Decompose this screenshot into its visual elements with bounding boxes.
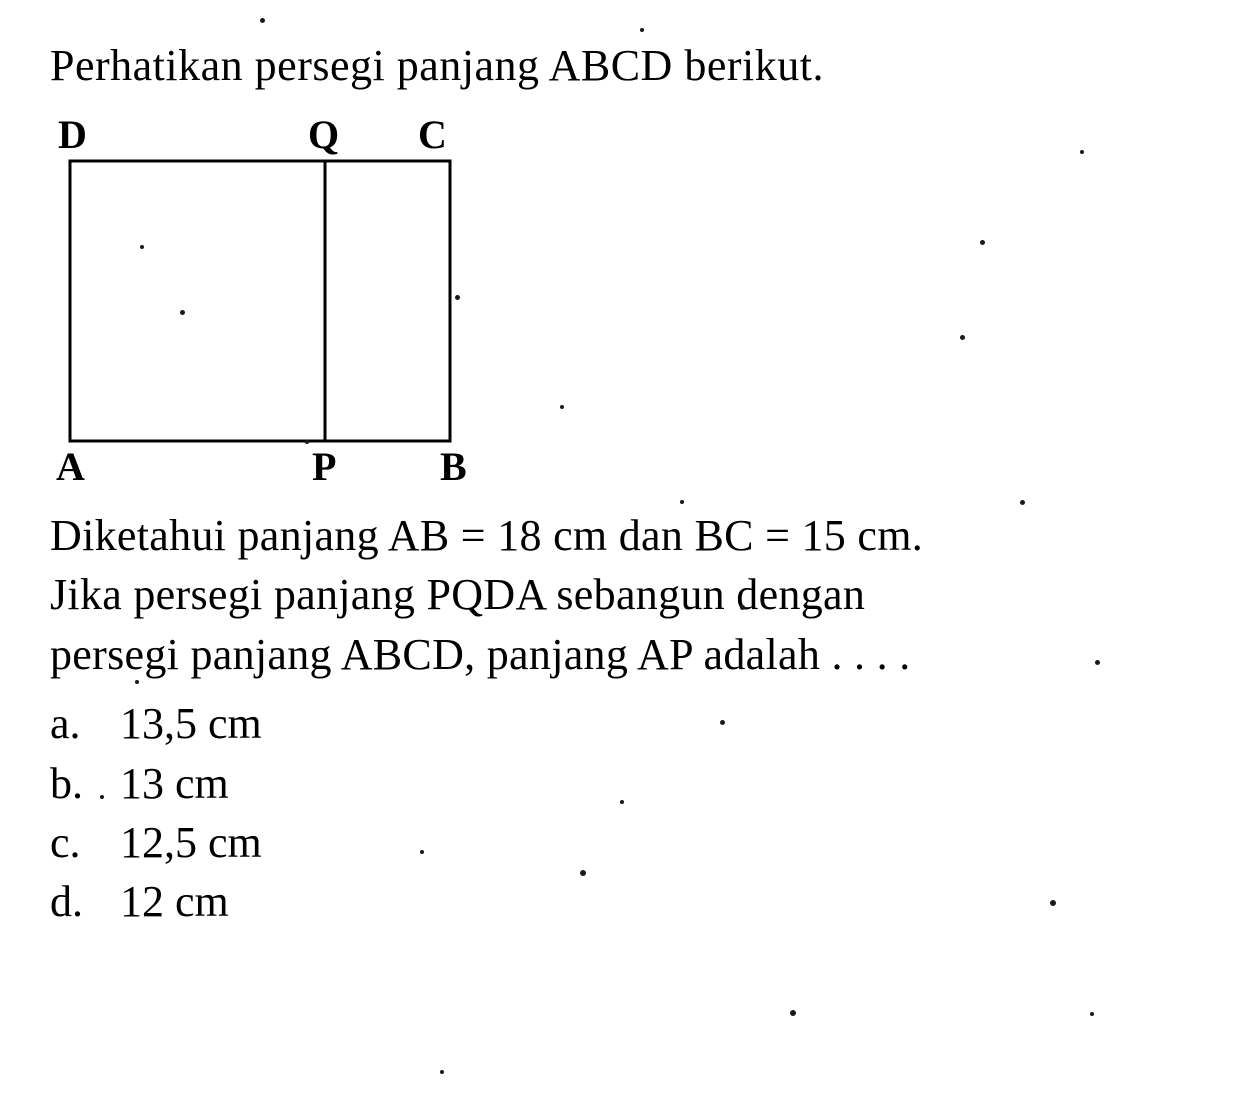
noise-dot (580, 870, 586, 876)
option-a-letter: a. (50, 694, 120, 753)
noise-dot (100, 795, 104, 799)
noise-dot (980, 240, 985, 245)
question-line-2: Jika persegi panjang PQDA sebangun denga… (50, 565, 1187, 624)
option-d-text: 12 cm (120, 872, 229, 931)
option-c-letter: c. (50, 813, 120, 872)
noise-dot (680, 500, 684, 504)
noise-dot (960, 335, 965, 340)
noise-dot (455, 295, 460, 300)
noise-dot (560, 405, 564, 409)
option-c-text: 12,5 cm (120, 813, 262, 872)
noise-dot (620, 800, 624, 804)
vertex-label-p: P (312, 443, 336, 490)
vertex-label-b: B (440, 443, 467, 490)
option-b-text: 13 cm (120, 754, 229, 813)
noise-dot (440, 1070, 444, 1074)
noise-dot (180, 310, 185, 315)
option-d: d. 12 cm (50, 872, 1187, 931)
geometry-diagram: D Q C A P B (50, 111, 490, 491)
option-c: c. 12,5 cm (50, 813, 1187, 872)
noise-dot (720, 720, 725, 725)
noise-dot (305, 440, 309, 444)
option-d-letter: d. (50, 872, 120, 931)
question-line-3: persegi panjang ABCD, panjang AP adalah … (50, 625, 1187, 684)
noise-dot (1080, 150, 1084, 154)
noise-dot (135, 680, 139, 684)
noise-dot (1050, 900, 1056, 906)
prompt-text: Perhatikan persegi panjang ABCD berikut. (50, 40, 1187, 91)
vertex-label-q: Q (308, 111, 339, 158)
rect-abcd (70, 161, 450, 441)
noise-dot (260, 18, 265, 23)
noise-dot (1090, 1012, 1094, 1016)
noise-dot (640, 28, 644, 32)
noise-dot (1020, 500, 1025, 505)
vertex-label-a: A (56, 443, 85, 490)
noise-dot (420, 850, 424, 854)
options-list: a. 13,5 cm b. 13 cm c. 12,5 cm d. 12 cm (50, 694, 1187, 932)
option-b: b. 13 cm (50, 754, 1187, 813)
option-a-text: 13,5 cm (120, 694, 262, 753)
noise-dot (1095, 660, 1100, 665)
noise-dot (740, 605, 745, 610)
vertex-label-d: D (58, 111, 87, 158)
question-body: Diketahui panjang AB = 18 cm dan BC = 15… (50, 506, 1187, 684)
option-a: a. 13,5 cm (50, 694, 1187, 753)
noise-dot (790, 1010, 796, 1016)
option-b-letter: b. (50, 754, 120, 813)
vertex-label-c: C (418, 111, 447, 158)
noise-dot (140, 245, 144, 249)
diagram-svg (50, 111, 490, 491)
question-line-1: Diketahui panjang AB = 18 cm dan BC = 15… (50, 506, 1187, 565)
